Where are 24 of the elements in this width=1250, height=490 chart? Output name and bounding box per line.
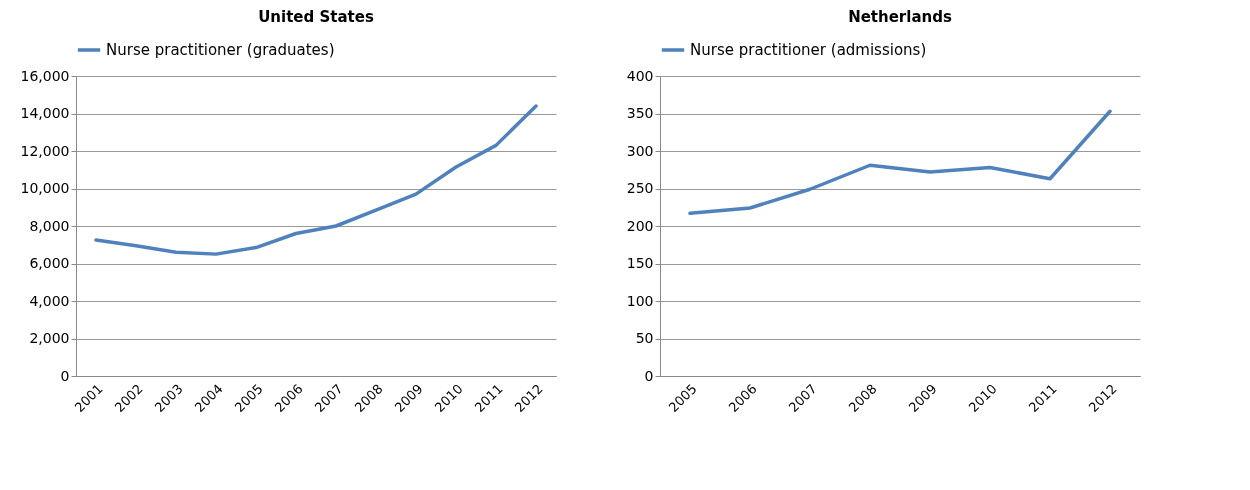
legend-label: Nurse practitioner (graduates) xyxy=(106,41,335,59)
y-tick-label: 250 xyxy=(626,180,654,196)
chart-title: United States xyxy=(258,8,374,26)
y-tick-label: 350 xyxy=(626,105,654,121)
y-tick-label: 0 xyxy=(60,367,70,384)
y-tick-label: 4,000 xyxy=(29,292,70,309)
y-tick-label: 200 xyxy=(626,217,654,234)
chart-title: Netherlands xyxy=(848,8,952,26)
y-tick-label: 10,000 xyxy=(20,180,70,196)
y-tick-label: 50 xyxy=(635,330,654,346)
y-tick-label: 14,000 xyxy=(20,105,70,121)
y-tick-label: 300 xyxy=(626,142,654,159)
y-tick-label: 16,000 xyxy=(20,67,70,84)
legend-label: Nurse practitioner (admissions) xyxy=(690,41,927,59)
y-tick-label: 2,000 xyxy=(29,330,70,346)
y-tick-label: 400 xyxy=(626,67,654,84)
line-series xyxy=(688,109,1112,215)
y-tick-label: 12,000 xyxy=(20,142,70,159)
y-tick-label: 0 xyxy=(644,367,654,384)
y-tick-label: 150 xyxy=(626,255,654,271)
y-tick-label: 8,000 xyxy=(29,217,70,234)
y-tick-label: 6,000 xyxy=(29,255,70,271)
line-series xyxy=(94,104,538,256)
y-tick-label: 100 xyxy=(626,292,654,309)
